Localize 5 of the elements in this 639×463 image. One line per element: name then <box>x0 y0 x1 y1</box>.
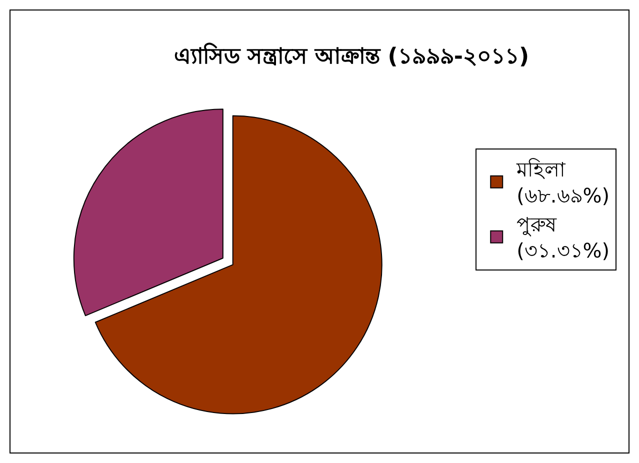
chart-title: এ্যাসিড সন্ত্রাসে আক্রান্ত (১৯৯৯-২০১১) <box>174 42 530 70</box>
legend-label: পুরুষ <box>516 212 558 237</box>
data-label: (৩১.৩১%) <box>516 238 610 263</box>
legend-label: মহিলা <box>516 158 567 182</box>
data-label: (৬৮.৬৯%) <box>516 184 610 208</box>
